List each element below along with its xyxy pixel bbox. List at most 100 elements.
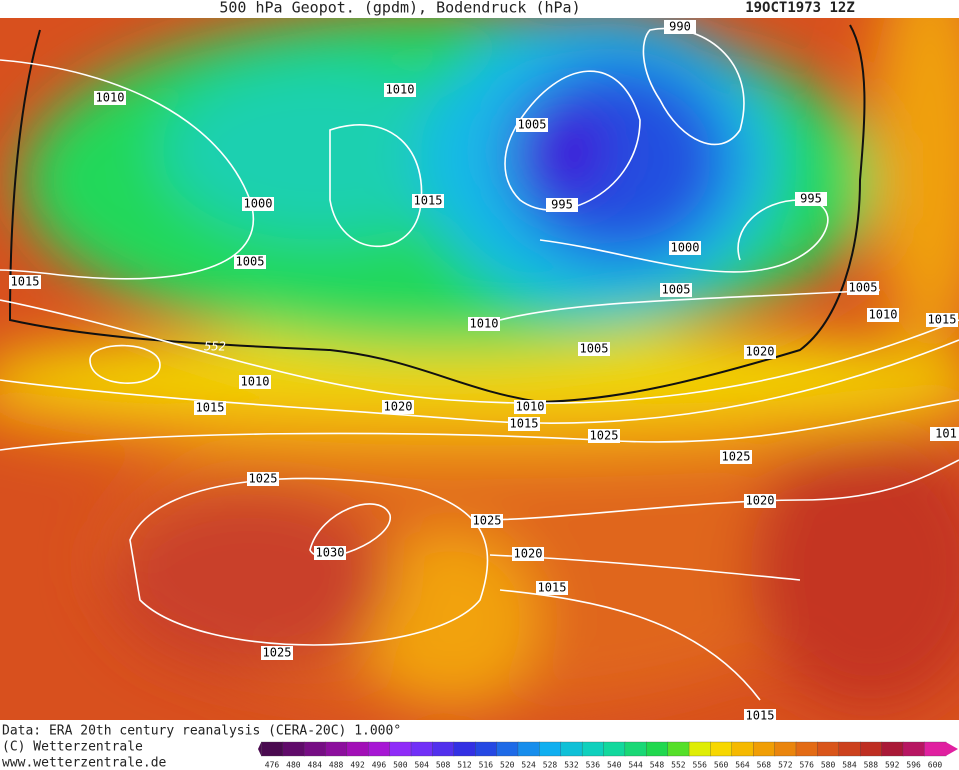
label-box [314,546,346,560]
label-box [664,20,696,34]
data-source: Data: ERA 20th century reanalysis (CERA-… [2,724,401,739]
colorbar-swatch [646,741,669,757]
label-box [516,118,548,132]
isobar-label: 1005 [236,255,265,269]
isobar-label: 1015 [414,194,443,208]
colorbar-swatch [774,741,797,757]
isobar-label: 990 [669,20,691,34]
isobar-label: 1025 [590,429,619,443]
isobar-label: 1015 [11,275,40,289]
label-box [744,494,776,508]
label-box [578,342,610,356]
colorbar-label: 544 [628,761,643,770]
label-box [242,197,274,211]
isobar-label: 1025 [263,646,292,660]
colorbar-swatch [753,741,776,757]
label-box [94,91,126,105]
colorbar-swatch [389,741,412,757]
colorbar-label: 568 [757,761,772,770]
isobar-label: 1030 [316,546,345,560]
colorbar-label: 536 [586,761,601,770]
label-box [795,192,827,206]
colorbar-label: 596 [906,761,921,770]
colorbar-swatch [817,741,840,757]
label-box [744,345,776,359]
colorbar-label: 508 [436,761,451,770]
colorbar-swatch [667,741,690,757]
website: www.wetterzentrale.de [2,756,167,770]
label-box [720,450,752,464]
isobar-label: 1015 [928,313,957,327]
copyright: (C) Wetterzentrale [2,740,143,755]
colorbar-swatch [924,741,947,757]
colorbar-label: 552 [671,761,686,770]
colorbar-label: 516 [479,761,494,770]
isobar-label: 1010 [516,400,545,414]
colorbar-label: 592 [885,761,900,770]
isobar-label: 1010 [470,317,499,331]
label-box [247,472,279,486]
label-box [867,308,899,322]
colorbar-label: 492 [350,761,365,770]
map-field [0,18,959,720]
colorbar-label: 556 [693,761,708,770]
colorbar-label: 560 [714,761,729,770]
colorbar-swatch [731,741,754,757]
colorbar-label: 580 [821,761,836,770]
colorbar: 476 480 484 488 492 496 500 504 508 512 516 520 524 5… [258,741,958,770]
label-box [546,198,578,212]
colorbar-label: 476 [265,761,280,770]
label-box [512,547,544,561]
colorbar-label: 588 [864,761,879,770]
isobar-label: 1015 [510,417,539,431]
label-box [382,400,414,414]
colorbar-label: 540 [607,761,622,770]
label-box [412,194,444,208]
colorbar-label: 572 [778,761,793,770]
colorbar-label: 512 [457,761,472,770]
colorbar-swatch [902,741,925,757]
colorbar-label: 524 [521,761,536,770]
label-box [471,514,503,528]
colorbar-swatch [688,741,712,757]
colorbar-label: 564 [735,761,750,770]
colorbar-swatch [261,741,284,757]
isobar-label: 1020 [746,345,775,359]
colorbar-label: 548 [650,761,665,770]
colorbar-label: 500 [393,761,408,770]
isobar-label: 1020 [514,547,543,561]
isobar-label: 1025 [722,450,751,464]
isobar-label: 1005 [580,342,609,356]
colorbar-swatch [560,741,583,757]
isobar-label: 1005 [849,281,878,295]
isobar-label: 1005 [662,283,691,297]
isobar-label: 552 [204,340,226,354]
label-box [194,401,226,415]
label-box [588,429,620,443]
isobar-label: 995 [800,192,822,206]
colorbar-swatch [368,741,391,757]
label-box [930,427,959,441]
isobar-label: 1010 [96,91,125,105]
colorbar-label: 480 [286,761,301,770]
colorbar-swatch [303,741,327,757]
colorbar-arrow [258,742,262,756]
label-box [384,83,416,97]
isobar-label: 1015 [196,401,225,415]
map-date: 19OCT1973 12Z [745,0,855,16]
colorbar-swatch [517,741,540,757]
colorbar-label: 600 [928,761,943,770]
colorbar-swatch [624,741,647,757]
colorbar-swatch [710,741,733,757]
colorbar-swatch [346,741,369,757]
isobar-label: 1015 [746,709,775,723]
isobar-label: 101 [935,427,957,441]
colorbar-swatch [325,741,348,757]
colorbar-label: 532 [564,761,579,770]
map-title: 500 hPa Geopot. (gpdm), Bodendruck (hPa) [219,0,580,17]
isobar-labels: 1010 1010 990 1005 1000 1015 995 995 1005 1000 101… [9,20,959,723]
colorbar-swatch [881,741,904,757]
colorbar-swatch [282,741,305,757]
label-box [234,255,266,269]
